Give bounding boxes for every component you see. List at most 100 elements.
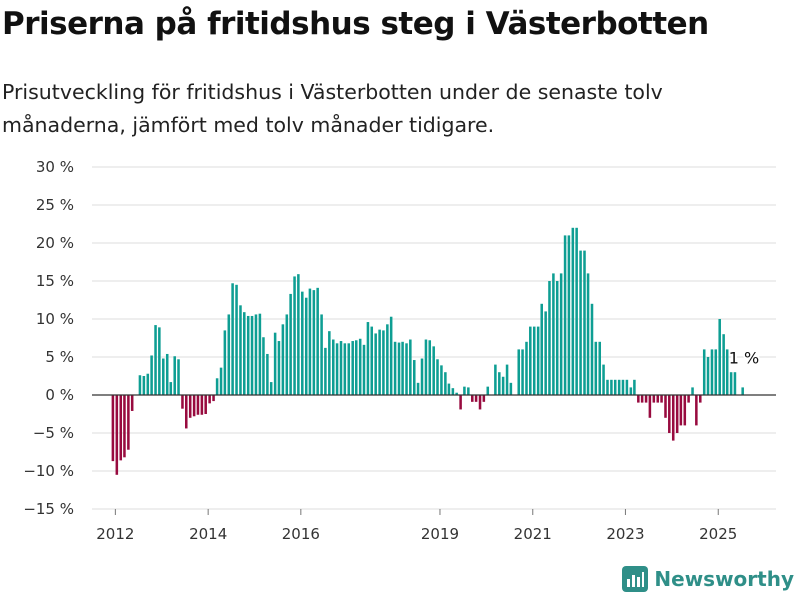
y-tick-label: −10 % <box>23 462 74 480</box>
bar <box>509 382 513 395</box>
bar <box>451 388 455 395</box>
bar-chart-logo-icon <box>622 566 649 592</box>
bar <box>150 355 153 395</box>
bar <box>281 324 285 395</box>
bar <box>204 395 207 414</box>
bar <box>683 395 687 426</box>
bar <box>154 325 157 395</box>
bar <box>200 395 204 415</box>
y-tick-label: 10 % <box>36 310 74 328</box>
bar <box>710 349 714 395</box>
bar <box>467 387 470 395</box>
x-tick-label: 2025 <box>699 525 737 543</box>
bar <box>169 382 173 395</box>
bar <box>219 367 223 395</box>
bar <box>358 338 362 395</box>
bar <box>188 395 192 418</box>
bar <box>571 227 575 395</box>
bar <box>602 364 605 395</box>
bar <box>552 273 555 395</box>
x-tick-label: 2012 <box>96 525 134 543</box>
bar <box>606 379 609 395</box>
bar <box>273 332 277 395</box>
bar <box>563 235 567 395</box>
bar <box>212 395 215 402</box>
bar <box>266 353 269 395</box>
bar <box>432 346 435 395</box>
bar <box>440 365 443 395</box>
bar <box>351 341 354 395</box>
bar <box>482 395 486 402</box>
bar <box>285 314 289 395</box>
x-tick-label: 2023 <box>606 525 644 543</box>
bar <box>722 334 725 395</box>
bar <box>412 360 416 395</box>
brand-logo: Newsworthy <box>622 566 794 592</box>
y-tick-label: 0 % <box>45 386 74 404</box>
chart-title: Priserna på fritidshus steg i Västerbott… <box>2 6 709 42</box>
bar <box>706 357 710 395</box>
bar <box>127 395 130 450</box>
bar <box>699 395 702 403</box>
bar <box>525 341 528 395</box>
bar <box>447 383 451 395</box>
bar <box>668 395 671 433</box>
bar <box>613 379 617 395</box>
bar <box>181 395 184 409</box>
y-tick-label: −5 % <box>33 424 74 442</box>
bar <box>471 395 474 402</box>
bar <box>675 395 679 433</box>
bar <box>741 387 744 395</box>
bar <box>312 290 316 395</box>
bar <box>162 358 165 395</box>
bar <box>184 395 188 429</box>
bar <box>343 343 347 395</box>
bar <box>231 283 234 395</box>
bar <box>625 379 629 395</box>
bar <box>610 379 613 395</box>
bar <box>617 379 621 395</box>
bar <box>629 387 633 395</box>
bar <box>695 395 698 426</box>
bar <box>192 395 196 417</box>
bar <box>382 330 385 395</box>
bar <box>486 386 490 395</box>
bar <box>567 235 571 395</box>
bar <box>119 395 123 461</box>
bar <box>733 372 737 395</box>
bar <box>308 288 312 395</box>
bar <box>664 395 667 418</box>
bar <box>529 326 532 395</box>
bar <box>505 364 509 395</box>
bar <box>250 315 254 395</box>
bar <box>436 359 439 395</box>
bar <box>459 395 462 410</box>
bar <box>671 395 675 441</box>
latest-value-label: 1 % <box>729 348 759 367</box>
bar <box>687 395 690 403</box>
bar <box>239 305 242 395</box>
bar <box>177 359 180 395</box>
bar <box>123 395 126 458</box>
bar <box>401 341 404 395</box>
bar <box>111 395 115 462</box>
bar <box>621 379 625 395</box>
bar <box>304 297 308 395</box>
bar <box>420 358 424 395</box>
y-tick-label: 20 % <box>36 234 74 252</box>
bar <box>215 378 219 395</box>
bar <box>540 303 543 395</box>
bar <box>297 274 300 395</box>
bar <box>223 330 227 395</box>
bar <box>258 313 262 395</box>
bar <box>362 344 366 395</box>
bar <box>316 287 319 395</box>
bar <box>289 293 292 395</box>
bar <box>725 349 729 395</box>
bar <box>374 333 377 395</box>
bar <box>370 326 374 395</box>
bar <box>196 395 200 415</box>
bar <box>501 376 505 395</box>
bar <box>235 284 238 395</box>
